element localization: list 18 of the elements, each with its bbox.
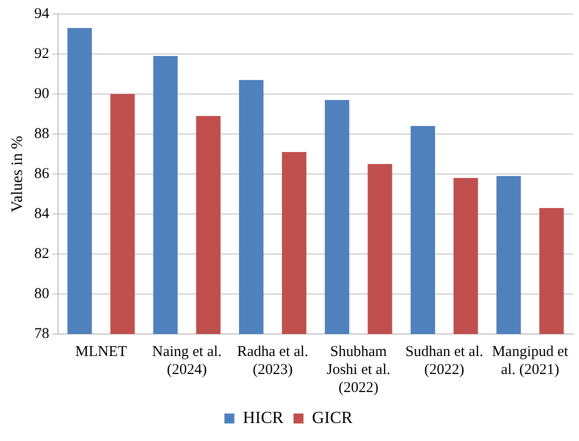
y-tick-label: 80	[34, 286, 50, 302]
y-tick-label: 78	[34, 326, 50, 342]
x-tick-label: Sudhan et al. (2022)	[405, 344, 484, 378]
y-tick-label: 92	[34, 46, 50, 62]
y-tick-label: 94	[34, 6, 50, 22]
x-tick-label: Shubham Joshi et al. (2022)	[326, 344, 390, 396]
y-tick-label: 86	[34, 166, 50, 182]
legend-label: GICR	[312, 408, 354, 427]
x-tick-label: Mangipud et al. (2021)	[492, 344, 570, 378]
x-tick-label: Naing et al. (2024)	[152, 344, 222, 378]
y-tick-label: 88	[34, 126, 50, 142]
legend-label: HICR	[242, 408, 284, 427]
x-tick-label: MLNET	[75, 344, 127, 360]
y-tick-label: 84	[34, 206, 50, 222]
y-tick-label: 82	[34, 246, 50, 262]
y-tick-label: 90	[34, 86, 50, 102]
y-axis-title: Values in %	[8, 136, 26, 212]
x-tick-label: Radha et al. (2023)	[237, 344, 308, 378]
